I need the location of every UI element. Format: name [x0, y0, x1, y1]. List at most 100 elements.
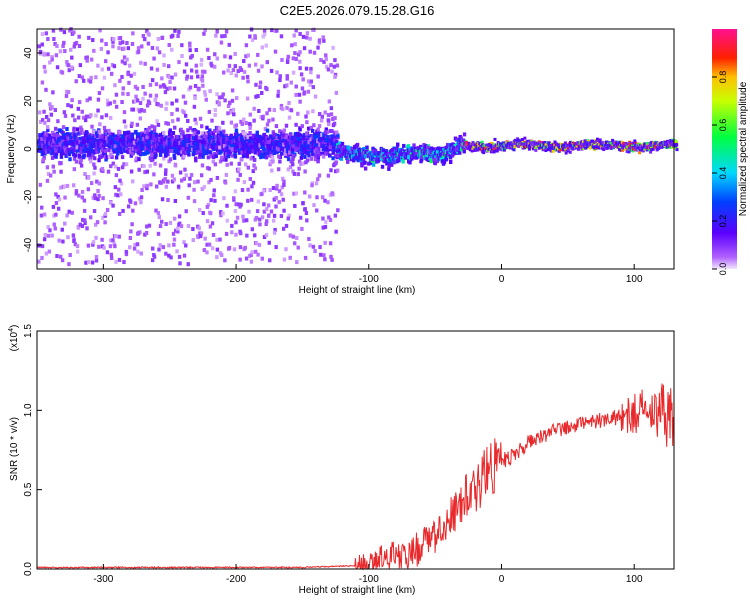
spectrogram-cell	[158, 163, 163, 168]
spectrogram-cell	[234, 145, 238, 150]
spectrogram-cell	[328, 147, 332, 152]
spectrogram-cell	[42, 144, 47, 149]
spectrogram-cell	[256, 252, 260, 257]
spectrogram-cell	[276, 147, 281, 152]
spectrogram-cell	[427, 149, 431, 154]
spectrogram-cell	[248, 112, 252, 117]
spectrogram-cell	[56, 134, 60, 139]
spectrogram-cell	[83, 118, 88, 123]
spectrogram-cell	[91, 129, 96, 134]
spectrogram-cell	[85, 226, 89, 231]
spectrogram-cell	[203, 28, 207, 33]
spectrogram-cell	[306, 89, 311, 94]
spectrogram-cell	[299, 155, 304, 160]
spectrogram-cell	[164, 149, 169, 154]
spectrogram-cell	[40, 136, 44, 141]
spectrogram-cell	[92, 48, 96, 53]
spectrogram-cell	[205, 47, 210, 52]
spectrogram-cell	[238, 245, 243, 250]
spectrogram-cell	[68, 253, 72, 258]
spectrogram-cell	[160, 219, 164, 224]
spectrogram-cell	[157, 215, 161, 220]
spectrogram-cell	[282, 138, 286, 143]
spectrogram-cell	[74, 189, 79, 194]
spectrogram-cell	[91, 195, 95, 200]
spectrogram-cell	[173, 143, 177, 148]
spectrogram-cell	[620, 140, 624, 144]
spectrogram-cell	[487, 147, 491, 151]
spectrogram-cell	[328, 217, 333, 222]
spectrogram-cell	[265, 207, 269, 212]
spectrogram-cell	[244, 43, 249, 48]
spectrogram-cell	[112, 99, 117, 104]
spectrogram-cell	[258, 143, 262, 148]
spectrogram-cell	[113, 244, 117, 249]
spectrogram-cell	[145, 135, 149, 140]
spectrogram-cell	[278, 129, 282, 134]
spectrogram-cell	[142, 164, 146, 169]
spectrogram-cell	[141, 84, 145, 89]
spectrogram-cell	[313, 249, 317, 254]
spectrogram-cell	[72, 30, 76, 35]
spectrogram-cell	[109, 135, 113, 140]
spectrogram-cell	[362, 146, 366, 151]
spectrogram-cell	[316, 153, 321, 158]
spectrogram-cell	[42, 155, 46, 160]
spectrogram-cell	[339, 156, 344, 161]
spectrogram-cell	[355, 152, 359, 157]
spectrogram-cell	[173, 199, 178, 204]
spectrogram-cell	[53, 108, 57, 113]
spectrogram-cell	[89, 113, 93, 118]
spectrogram-cell	[475, 147, 479, 151]
spectrogram-cell	[164, 184, 169, 189]
spectrogram-cell	[100, 86, 105, 91]
spectrogram-cell	[114, 234, 118, 239]
spectrogram-cell	[155, 67, 160, 72]
spectrogram-cell	[181, 94, 186, 99]
spectrogram-cell	[238, 66, 243, 71]
spectrogram-cell	[310, 128, 315, 133]
spectrogram-cell	[224, 231, 229, 236]
spectrogram-cell	[173, 162, 178, 167]
spectrogram-cell	[233, 143, 237, 148]
spectrogram-cell	[255, 209, 260, 214]
spectrogram-cell	[129, 169, 134, 174]
spectrogram-cell	[329, 168, 333, 173]
spectrogram-cell	[335, 149, 340, 154]
spectrogram-cell	[265, 128, 270, 133]
spectrogram-cell	[229, 161, 233, 166]
spectrogram-cell	[99, 154, 103, 159]
spectrogram-cell	[93, 165, 97, 170]
spectrogram-cell	[454, 142, 459, 147]
spectrogram-cell	[187, 183, 191, 188]
spectrogram-cell	[103, 149, 108, 154]
spectrogram-cell	[124, 162, 129, 167]
spectrogram-cell	[107, 148, 111, 153]
spectrogram-cell	[433, 160, 437, 165]
spectrogram-cell	[168, 220, 173, 225]
spectrogram-cell	[589, 145, 593, 149]
spectrogram-cell	[435, 150, 440, 155]
spectrogram-cell	[96, 188, 100, 193]
spectrogram-cell	[337, 144, 342, 149]
spectrogram-cell	[159, 180, 163, 185]
spectrogram-cell	[236, 177, 240, 182]
spectrogram-cell	[210, 63, 214, 68]
spectrogram-cell	[94, 258, 99, 263]
spectrogram-cell	[258, 134, 262, 139]
spectrogram-cell	[124, 146, 129, 151]
spectrogram-cell	[327, 122, 331, 127]
spectrogram-cell	[84, 144, 88, 149]
spectrogram-cell	[218, 159, 223, 164]
spectrogram-cell	[246, 187, 250, 192]
spectrogram-cell	[71, 183, 76, 188]
spectrogram-cell	[160, 144, 164, 149]
spectrogram-cell	[198, 139, 203, 144]
spectrogram-cell	[468, 148, 472, 152]
spectrogram-cell	[205, 242, 209, 247]
spectrogram-cell	[38, 119, 43, 124]
spectrogram-cell	[316, 45, 320, 50]
spectrogram-cell	[165, 86, 169, 91]
spectrogram-cell	[595, 139, 599, 143]
